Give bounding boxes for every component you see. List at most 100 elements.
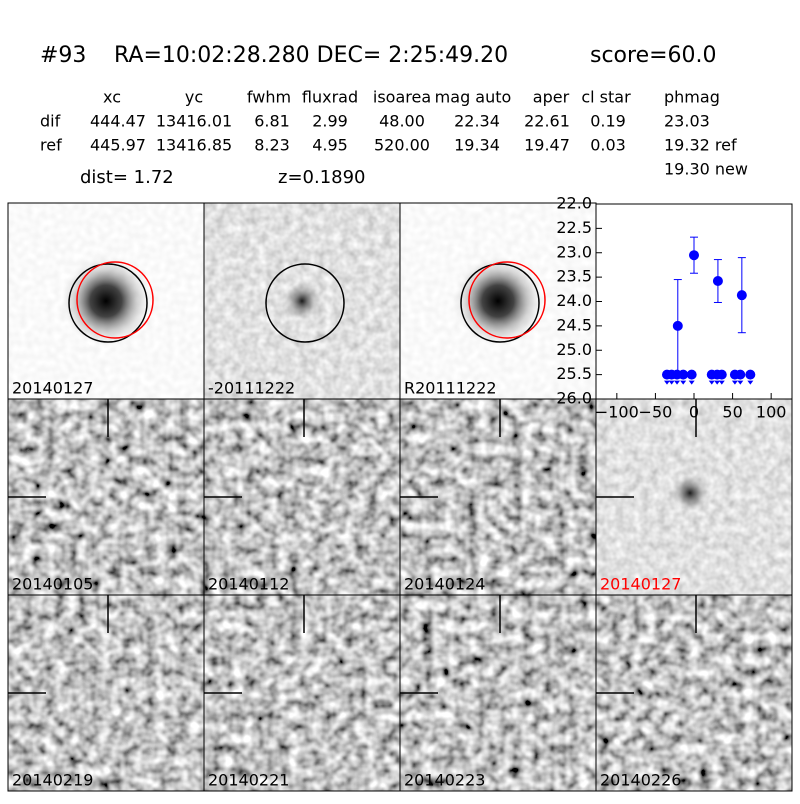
y-tick-label: 26.0 [556, 389, 592, 408]
point [686, 369, 697, 380]
column-header: fluxrad [302, 88, 358, 107]
coordinates: RA=10:02:28.280 DEC= 2:25:49.20 [114, 43, 508, 68]
panel-label: 20140226 [600, 771, 681, 790]
limit-arrow [680, 380, 687, 385]
table-cell: 0.03 [590, 136, 626, 155]
x-tick-label: 0 [689, 403, 699, 422]
limit-arrow [718, 380, 725, 385]
panel-label: 20140221 [208, 771, 289, 790]
point [689, 250, 699, 261]
panel-frame [595, 594, 793, 792]
point [735, 369, 746, 380]
limit-arrow [668, 380, 675, 385]
y-tick-label: 23.0 [556, 242, 592, 261]
table-cell: 13416.85 [156, 136, 232, 155]
aperture [265, 263, 345, 343]
row-label: dif [40, 112, 61, 131]
header: #93 RA=10:02:28.280 DEC= 2:25:49.20 scor… [40, 43, 717, 68]
panels: 20140127 -20111222 R20111222 20140105 201401… [7, 202, 793, 792]
y-tick-label: 22.5 [556, 218, 592, 237]
limit-arrow [708, 380, 715, 385]
y-tick-label: 22.0 [556, 194, 592, 213]
aperture-ref [76, 261, 154, 339]
score: score=60.0 [590, 43, 717, 68]
point [712, 276, 723, 287]
point [672, 320, 683, 331]
aperture [68, 263, 148, 343]
table-cell: 48.00 [379, 112, 425, 131]
distance: dist= 1.72 [80, 167, 174, 188]
redshift: z=0.1890 [278, 167, 366, 188]
table-cell: 19.47 [524, 136, 570, 155]
table-cell: 444.47 [90, 112, 146, 131]
limit-arrow [674, 380, 681, 385]
table: xc yc fwhm fluxrad isoarea mag auto aper cl sta… [40, 88, 737, 155]
image-panel: 20140223 [399, 594, 597, 792]
y-tick-label: 24.0 [556, 291, 592, 310]
table-cell: 13416.01 [156, 112, 232, 131]
column-header: cl star [581, 88, 631, 107]
table-cell: 4.95 [312, 136, 348, 155]
image-panel: 20140221 [203, 594, 401, 792]
x-tick-label: −50 [639, 403, 673, 422]
y-tick-label: 25.5 [556, 364, 592, 383]
row-label: ref [40, 136, 62, 155]
image-panel: -20111222 [203, 202, 401, 400]
image-panel: 20140105 [7, 398, 205, 596]
image-panel: 20140127 [7, 202, 205, 400]
phmag-new: 19.30 new [664, 160, 748, 179]
y-tick-label: 25.0 [556, 340, 592, 359]
x-tick-label: 50 [722, 403, 742, 422]
panel-label: -20111222 [208, 379, 295, 398]
image-panel: 20140127 [595, 398, 793, 596]
panel-label: 20140112 [208, 575, 289, 594]
x-tick-label: −100 [595, 403, 639, 422]
limit-arrow [737, 380, 744, 385]
point [745, 369, 756, 380]
plot-area [595, 203, 793, 400]
table-cell: 6.81 [254, 112, 290, 131]
panel-label: 20140124 [404, 575, 485, 594]
limit-arrow [688, 380, 695, 385]
column-header: mag auto [435, 88, 512, 107]
source-blob [284, 283, 320, 319]
table-cell: 2.99 [312, 112, 348, 131]
table-cell: 520.00 [374, 136, 430, 155]
point [736, 290, 747, 301]
panel-label: 20140223 [404, 771, 485, 790]
y-tick-label: 24.5 [556, 315, 592, 334]
table-cell: 19.34 [454, 136, 500, 155]
image-panel: 20140124 [399, 398, 597, 596]
column-header: phmag [664, 88, 720, 107]
column-header: isoarea [373, 88, 431, 107]
limit-arrow [731, 380, 738, 385]
limit-arrow [714, 380, 721, 385]
light-curve: 22.0 22.5 23.0 23.5 24.0 24.5 25.0 25.5 26.0−100… [556, 194, 793, 422]
limit-arrow [747, 380, 754, 385]
x-tick-label: 100 [756, 403, 787, 422]
image-panel: R20111222 [399, 202, 597, 400]
table-cell: 22.34 [454, 112, 500, 131]
image-panel: 20140219 [7, 594, 205, 792]
panel-label: R20111222 [404, 379, 497, 398]
y-tick-label: 23.5 [556, 267, 592, 286]
source-blob [672, 475, 708, 511]
panel-label: 20140127 [600, 575, 681, 594]
table-cell: 22.61 [524, 112, 570, 131]
limit-arrow [663, 380, 670, 385]
aperture-ref [468, 261, 546, 339]
table-cell: 0.19 [590, 112, 626, 131]
image-panel: 20140226 [595, 594, 793, 792]
table-cell: 23.03 [664, 112, 710, 131]
aperture [460, 263, 540, 343]
object-id: #93 [40, 43, 86, 68]
panel-label: 20140105 [12, 575, 93, 594]
point [716, 369, 727, 380]
panel-label: 20140219 [12, 771, 93, 790]
column-header: xc [103, 88, 121, 107]
point [678, 369, 689, 380]
column-header: fwhm [247, 88, 291, 107]
image-panel: 20140112 [203, 398, 401, 596]
